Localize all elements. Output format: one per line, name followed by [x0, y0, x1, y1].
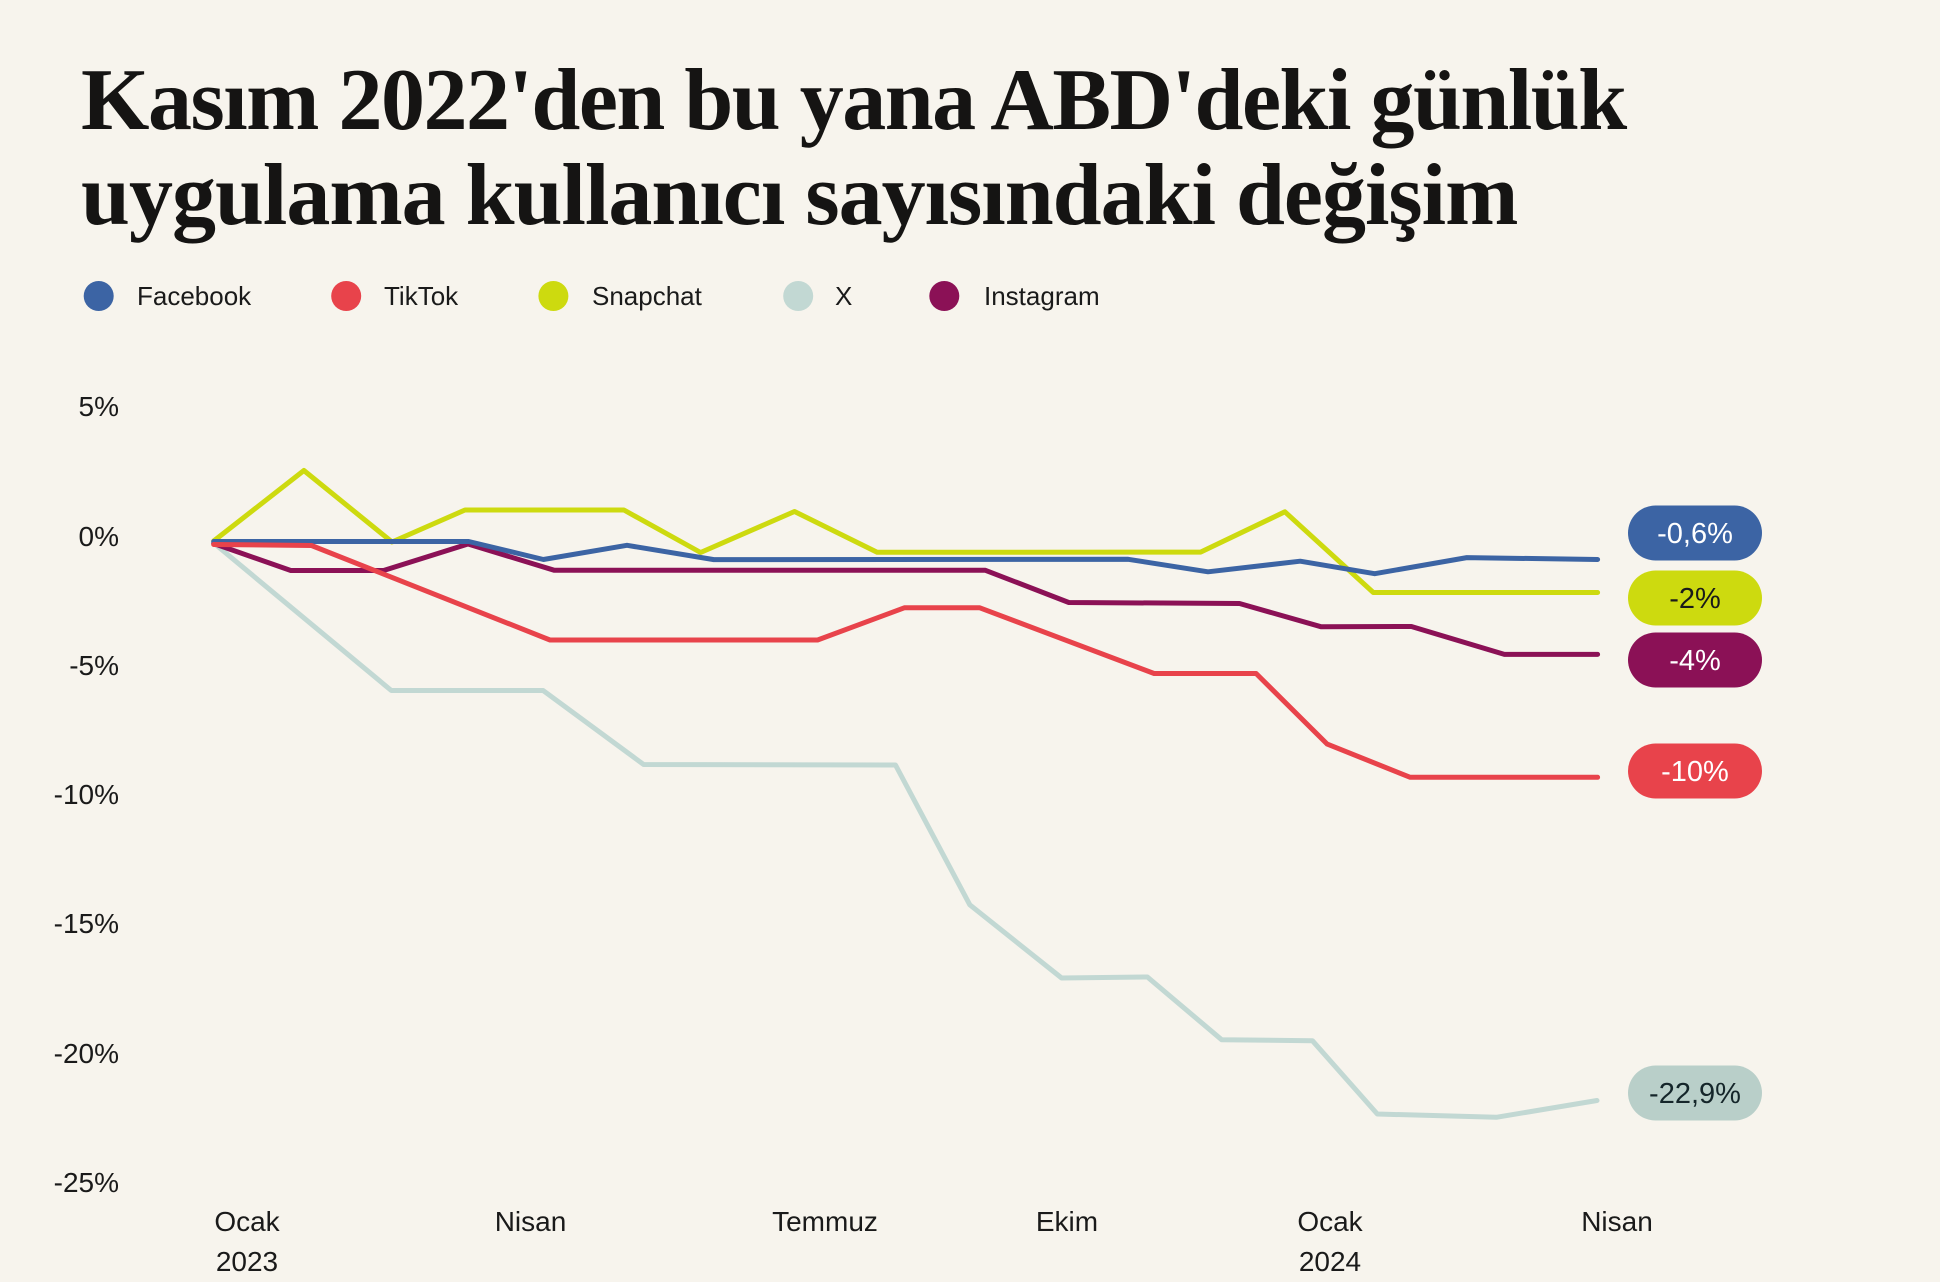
svg-text:-15%: -15% [54, 908, 119, 939]
svg-text:Nisan: Nisan [495, 1206, 567, 1237]
svg-text:-25%: -25% [54, 1167, 119, 1198]
svg-text:Instagram: Instagram [984, 281, 1100, 311]
svg-text:Snapchat: Snapchat [592, 281, 703, 311]
svg-text:-4%: -4% [1669, 645, 1721, 677]
svg-text:Ekim: Ekim [1036, 1206, 1098, 1237]
svg-text:-20%: -20% [54, 1038, 119, 1069]
svg-text:-5%: -5% [69, 650, 119, 681]
svg-text:-0,6%: -0,6% [1657, 518, 1733, 550]
svg-text:-22,9%: -22,9% [1649, 1078, 1741, 1110]
svg-text:-2%: -2% [1669, 583, 1721, 615]
svg-text:-10%: -10% [1661, 756, 1729, 788]
svg-text:uygulama kullanıcı sayısındaki: uygulama kullanıcı sayısındaki değişim [81, 147, 1517, 244]
svg-text:Temmuz: Temmuz [772, 1206, 878, 1237]
svg-text:Nisan: Nisan [1581, 1206, 1653, 1237]
svg-text:Kasım 2022'den bu yana ABD'dek: Kasım 2022'den bu yana ABD'deki günlük [81, 52, 1627, 149]
svg-text:TikTok: TikTok [384, 281, 459, 311]
svg-text:5%: 5% [79, 391, 119, 422]
svg-text:Ocak: Ocak [214, 1206, 280, 1237]
svg-text:Facebook: Facebook [137, 281, 252, 311]
svg-text:2023: 2023 [216, 1246, 278, 1277]
svg-text:Ocak: Ocak [1297, 1206, 1363, 1237]
svg-text:X: X [835, 281, 852, 311]
svg-text:2024: 2024 [1299, 1246, 1361, 1277]
svg-text:-10%: -10% [54, 779, 119, 810]
svg-text:0%: 0% [79, 521, 119, 552]
